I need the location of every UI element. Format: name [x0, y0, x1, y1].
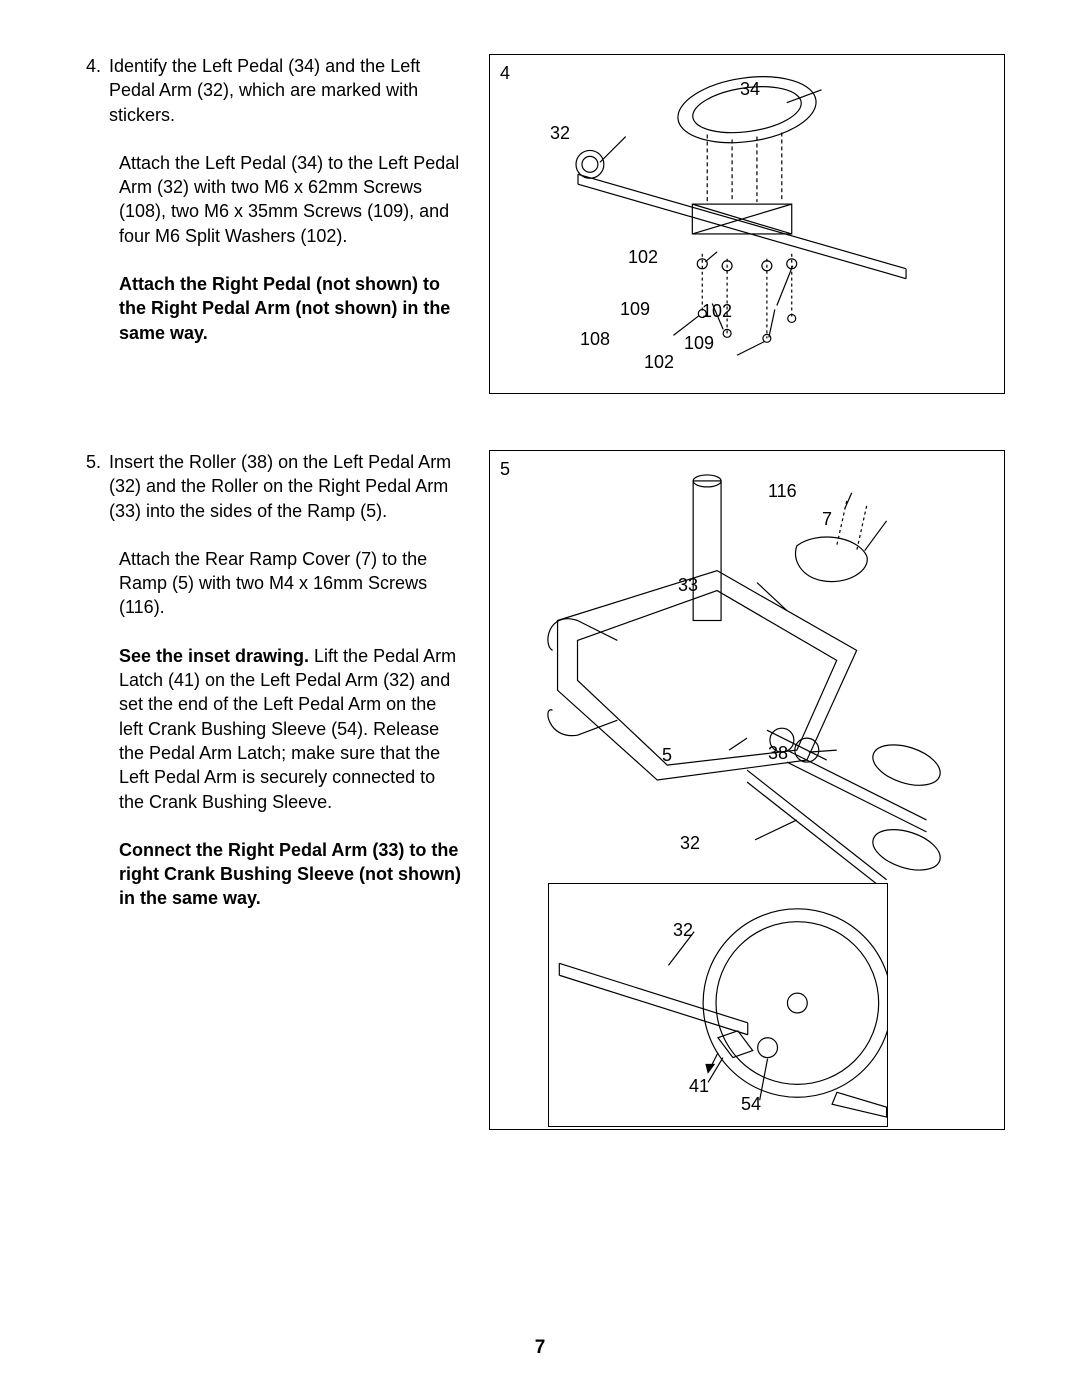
step-5-p2: Attach the Rear Ramp Cover (7) to the Ra…: [119, 547, 465, 620]
step-4-p3: Attach the Right Pedal (not shown) to th…: [119, 272, 465, 345]
step-5-p3-lead: See the inset drawing.: [119, 646, 309, 666]
figure-5-inset-drawing: [549, 884, 887, 1126]
fig4-callout-102b: 102: [702, 299, 732, 323]
fig5-callout-5: 5: [662, 743, 672, 767]
step-5-p3: See the inset drawing. Lift the Pedal Ar…: [119, 644, 465, 814]
step-5-number: 5.: [75, 450, 109, 1130]
fig4-callout-109b: 109: [684, 331, 714, 355]
figure-4: 4: [489, 54, 1005, 394]
fig4-callout-109a: 109: [620, 297, 650, 321]
figure-5: 5: [489, 450, 1005, 1130]
fig5-callout-38: 38: [768, 741, 788, 765]
fig5-callout-7: 7: [822, 507, 832, 531]
step-5-body: Insert the Roller (38) on the Left Pedal…: [109, 450, 465, 1130]
fig5-callout-32: 32: [680, 831, 700, 855]
fig4-callout-32: 32: [550, 121, 570, 145]
step-4-number: 4.: [75, 54, 109, 394]
fig5-callout-116: 116: [768, 479, 797, 503]
step-4-p2: Attach the Left Pedal (34) to the Left P…: [119, 151, 465, 248]
step-4-text: 4. Identify the Left Pedal (34) and the …: [75, 54, 465, 394]
figure-5-inset: 32 41 54: [548, 883, 888, 1127]
manual-page: 4. Identify the Left Pedal (34) and the …: [0, 0, 1080, 1397]
step-4-body: Identify the Left Pedal (34) and the Lef…: [109, 54, 465, 394]
figure-4-label: 4: [500, 61, 510, 85]
fig5-inset-callout-54: 54: [741, 1092, 761, 1116]
fig4-callout-34: 34: [740, 77, 760, 101]
fig5-inset-callout-41: 41: [689, 1074, 709, 1098]
fig4-callout-102a: 102: [628, 245, 658, 269]
step-5-p3-rest: Lift the Pedal Arm Latch (41) on the Lef…: [119, 646, 456, 812]
fig4-callout-102c: 102: [644, 350, 674, 374]
page-number: 7: [0, 1335, 1080, 1361]
fig5-callout-33: 33: [678, 573, 698, 597]
step-5-text: 5. Insert the Roller (38) on the Left Pe…: [75, 450, 465, 1130]
step-5-p1: Insert the Roller (38) on the Left Pedal…: [109, 450, 465, 523]
fig5-inset-callout-32: 32: [673, 918, 693, 942]
figure-4-drawing: [490, 55, 1004, 393]
step-5-p4: Connect the Right Pedal Arm (33) to the …: [119, 838, 465, 911]
fig4-callout-108: 108: [580, 327, 610, 351]
figure-5-label: 5: [500, 457, 510, 481]
step-5-row: 5. Insert the Roller (38) on the Left Pe…: [75, 450, 1005, 1130]
step-4-p1: Identify the Left Pedal (34) and the Lef…: [109, 54, 465, 127]
step-4-row: 4. Identify the Left Pedal (34) and the …: [75, 54, 1005, 394]
